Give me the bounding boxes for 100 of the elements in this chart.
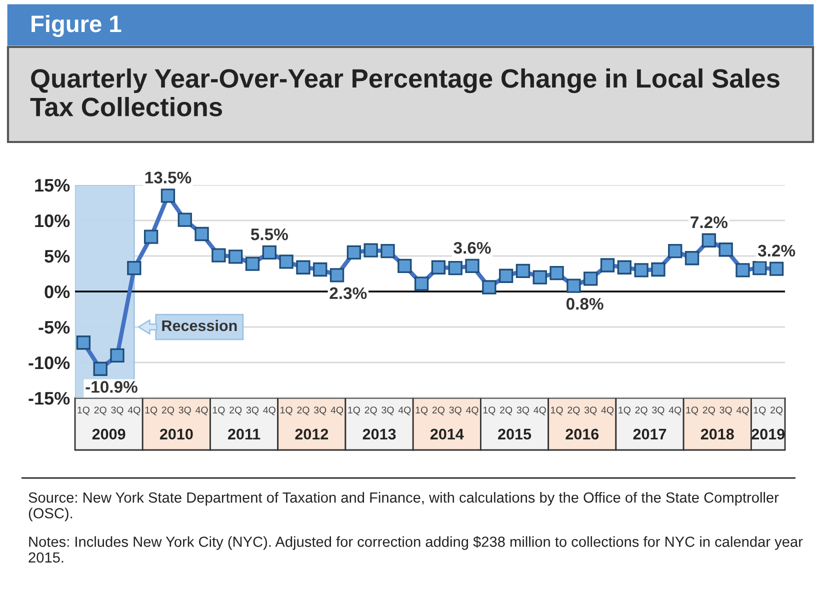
x-tick-label: 2Q bbox=[432, 406, 444, 416]
x-tick-label: 4Q bbox=[534, 406, 546, 416]
point bbox=[769, 262, 784, 276]
point bbox=[584, 272, 598, 286]
point bbox=[498, 268, 514, 283]
x-tick-label: 2Q bbox=[94, 406, 106, 416]
x-tick-label: 1Q bbox=[280, 406, 292, 416]
point bbox=[702, 233, 716, 248]
x-tick-label: 2Q bbox=[635, 406, 648, 416]
point bbox=[617, 260, 632, 274]
data-label: 2.3% bbox=[330, 287, 367, 300]
y-tick-label: -15% bbox=[28, 392, 70, 405]
x-tick-label: 1Q bbox=[145, 406, 158, 416]
point bbox=[566, 278, 581, 293]
x-tick-label: 4Q bbox=[128, 406, 140, 416]
point bbox=[194, 226, 209, 242]
source-note: Source: New York State Department of Taxation and Finance, with calculations by the Office of the State Comptroller (OSC). bbox=[28, 492, 779, 522]
point bbox=[93, 362, 108, 376]
point bbox=[178, 212, 192, 227]
x-tick-label: 3Q bbox=[720, 406, 732, 416]
x-tick-label: 1Q bbox=[618, 406, 630, 416]
x-tick-label: 4Q bbox=[466, 406, 478, 416]
point bbox=[313, 262, 328, 277]
text: 2012 bbox=[295, 428, 328, 440]
x-tick-label: 3Q bbox=[516, 406, 529, 416]
y-tick-label: -10% bbox=[28, 356, 70, 370]
x-tick-label: 4Q bbox=[736, 406, 749, 416]
x-tick-label: 3Q bbox=[178, 406, 191, 416]
data-label: 13.5% bbox=[145, 172, 192, 184]
x-tick-label: 1Q bbox=[212, 406, 225, 416]
data-label: 0.8% bbox=[566, 298, 604, 310]
x-tick-label: 3Q bbox=[111, 406, 124, 416]
band-label: Recession bbox=[162, 320, 237, 332]
y-tick-label: 10% bbox=[35, 214, 70, 228]
point bbox=[296, 260, 310, 274]
y-tick-label: 15% bbox=[35, 178, 70, 192]
point bbox=[414, 276, 429, 291]
x-tick-label: 4Q bbox=[668, 406, 682, 416]
x-tick-label: 3Q bbox=[382, 406, 394, 416]
x-tick-label: 3Q bbox=[652, 406, 664, 416]
point bbox=[262, 245, 276, 260]
x-tick-label: 2Q bbox=[162, 406, 174, 416]
point bbox=[752, 260, 767, 276]
x-tick-label: 2Q bbox=[770, 406, 783, 416]
data-label: 7.2% bbox=[690, 216, 728, 228]
data-label: 3.2% bbox=[758, 244, 796, 257]
point bbox=[550, 266, 564, 280]
point bbox=[144, 230, 158, 244]
point bbox=[127, 260, 142, 276]
x-tick-label: 1Q bbox=[348, 406, 360, 416]
point bbox=[364, 243, 378, 258]
point bbox=[516, 264, 530, 278]
x-tick-label: 2Q bbox=[568, 406, 580, 416]
point bbox=[634, 263, 648, 278]
x-tick-label: 1Q bbox=[551, 406, 563, 416]
x-tick-label: 2Q bbox=[364, 406, 377, 416]
x-tick-label: 2Q bbox=[230, 406, 242, 416]
x-tick-label: 4Q bbox=[330, 406, 344, 416]
x-tick-label: 4Q bbox=[398, 406, 411, 416]
point bbox=[110, 348, 124, 362]
text: 2014 bbox=[430, 428, 464, 440]
chart-title: Quarterly Year-Over-Year Percentage Change in Local Sales Tax Collections bbox=[30, 68, 780, 116]
point bbox=[482, 280, 496, 294]
text: 2017 bbox=[633, 428, 666, 440]
x-tick-label: 3Q bbox=[449, 406, 462, 416]
x-tick-label: 3Q bbox=[584, 406, 597, 416]
point bbox=[160, 188, 176, 203]
x-tick-label: 3Q bbox=[314, 406, 326, 416]
text: 2013 bbox=[362, 428, 396, 440]
point bbox=[76, 336, 91, 350]
point bbox=[651, 262, 666, 277]
x-tick-label: 1Q bbox=[686, 406, 698, 416]
data-label: -10.9% bbox=[86, 381, 138, 393]
x-tick-label: 2Q bbox=[500, 406, 512, 416]
point bbox=[330, 268, 344, 282]
point bbox=[600, 258, 615, 272]
point bbox=[398, 258, 412, 274]
point bbox=[532, 270, 547, 284]
point bbox=[431, 260, 446, 274]
y-tick-label: -5% bbox=[38, 320, 70, 334]
x-tick-label: 2Q bbox=[297, 406, 310, 416]
x-tick-label: 1Q bbox=[78, 406, 90, 416]
point bbox=[212, 248, 226, 262]
x-tick-label: 1Q bbox=[483, 406, 496, 416]
text: 2018 bbox=[700, 428, 734, 440]
point bbox=[245, 256, 260, 271]
x-tick-label: 2Q bbox=[702, 406, 715, 416]
x-tick-label: 1Q bbox=[754, 406, 766, 416]
point bbox=[718, 242, 733, 257]
text: 2010 bbox=[160, 428, 193, 440]
data-label: 5.5% bbox=[250, 228, 288, 240]
x-tick-label: 3Q bbox=[246, 406, 259, 416]
point bbox=[668, 244, 682, 258]
data-label: 3.6% bbox=[454, 242, 491, 254]
point bbox=[684, 251, 700, 266]
text: 2009 bbox=[92, 428, 126, 440]
x-tick-label: 4Q bbox=[263, 406, 276, 416]
x-tick-label: 4Q bbox=[601, 406, 614, 416]
point bbox=[380, 244, 395, 258]
y-tick-label: 5% bbox=[44, 250, 70, 263]
